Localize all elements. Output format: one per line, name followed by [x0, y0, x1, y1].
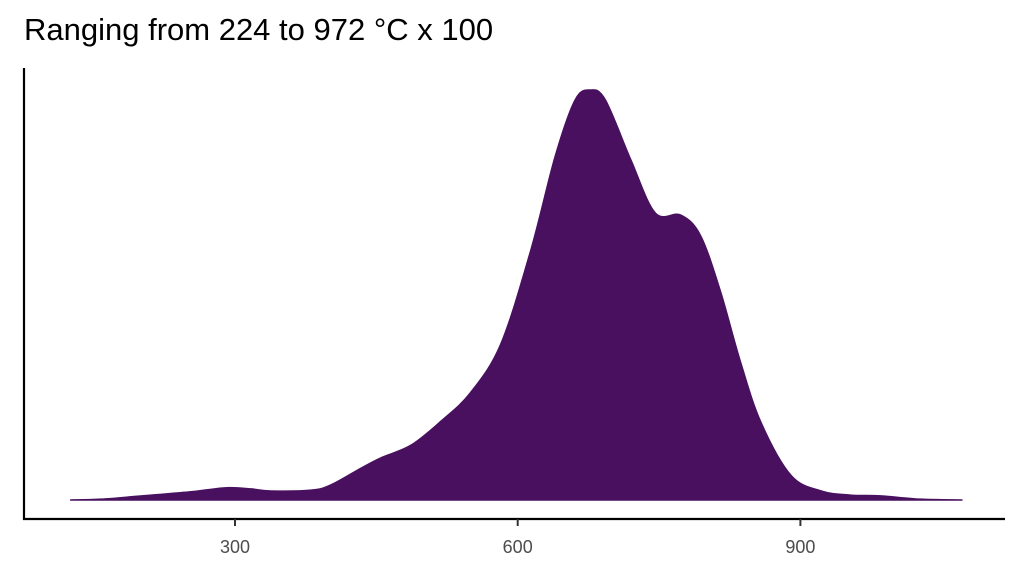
- x-tick-label: 600: [503, 537, 533, 557]
- x-tick-label: 300: [220, 537, 250, 557]
- x-tick-label: 900: [785, 537, 815, 557]
- density-area: [70, 89, 963, 501]
- chart-title: Ranging from 224 to 972 °C x 100: [24, 12, 494, 47]
